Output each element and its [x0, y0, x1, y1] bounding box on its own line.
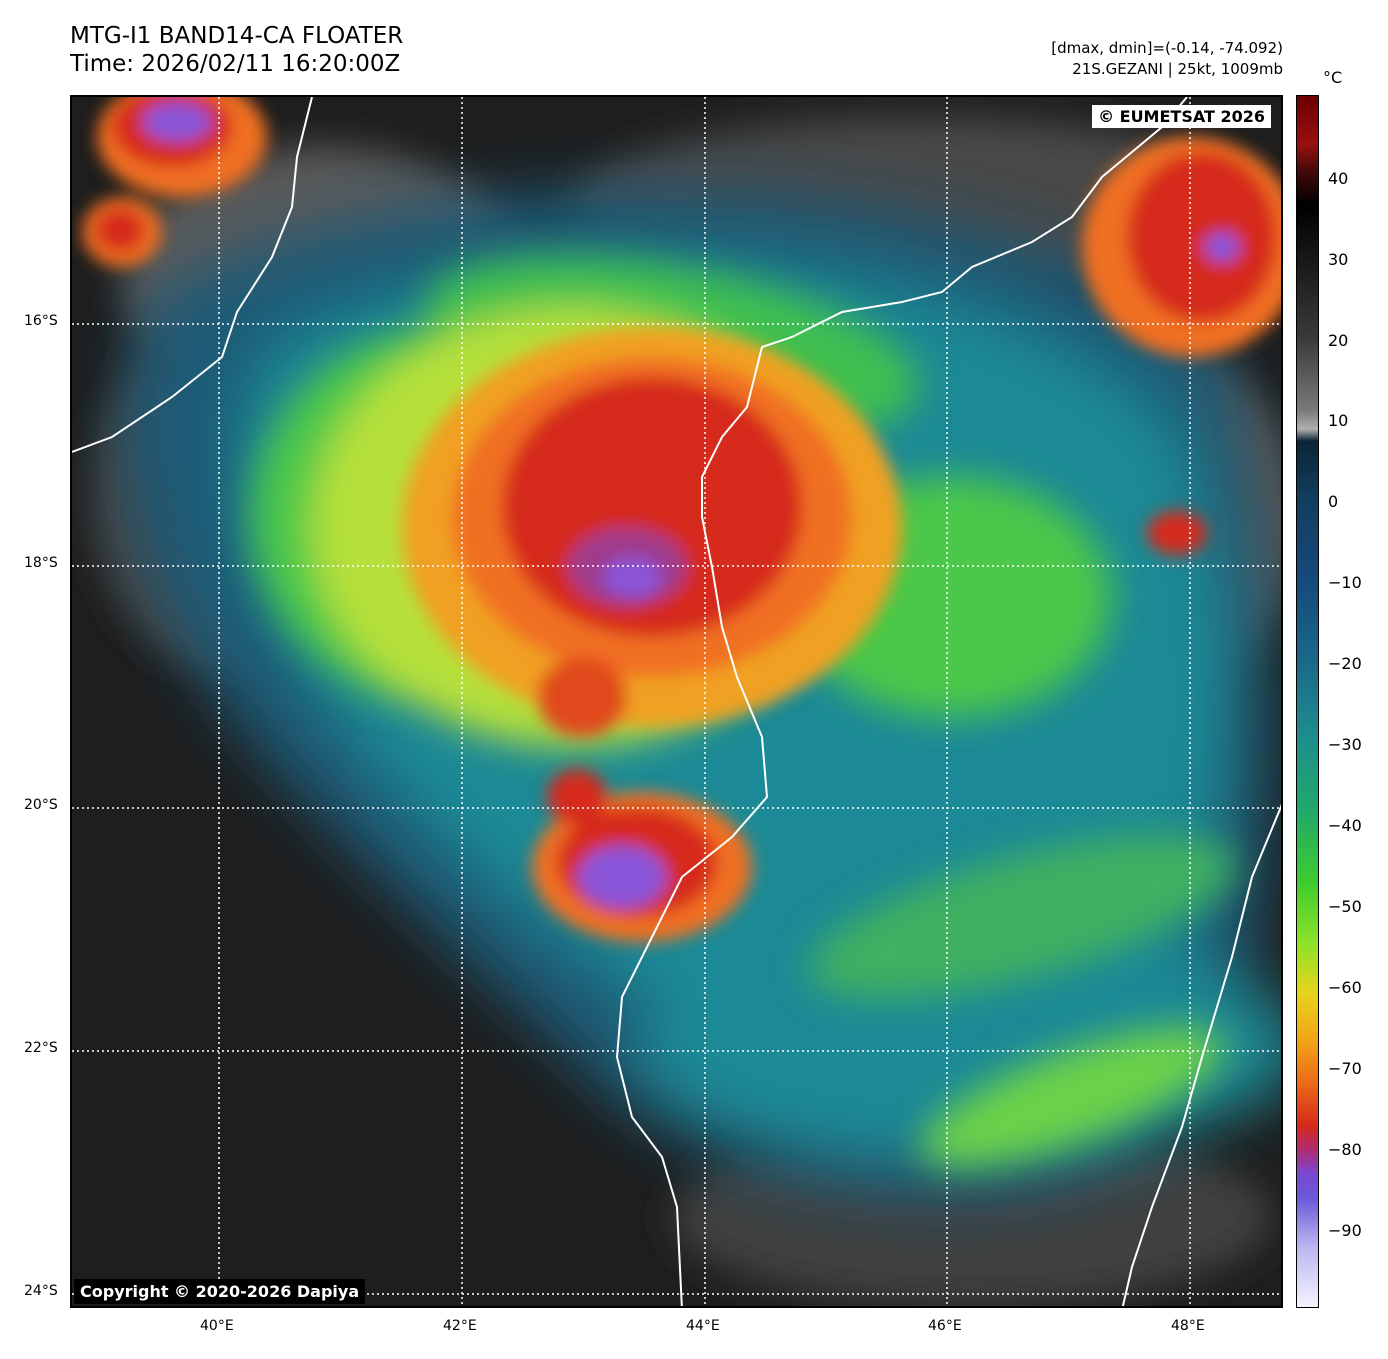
coastlines — [72, 97, 1281, 1306]
colorbar-label-minus70: −70 — [1328, 1059, 1362, 1078]
lat-label-22S: 22°S — [24, 1040, 58, 1056]
lat-label-20S: 20°S — [24, 797, 58, 813]
temperature-colorbar — [1296, 95, 1319, 1308]
colorbar-label-minus90: −90 — [1328, 1221, 1362, 1240]
convective-core — [402, 327, 902, 737]
colorbar-label-minus20: −20 — [1328, 654, 1362, 673]
colorbar-label-minus40: −40 — [1328, 816, 1362, 835]
colorbar-label-10: 10 — [1328, 411, 1349, 430]
eumetsat-copyright: © EUMETSAT 2026 — [1092, 105, 1271, 128]
dapiya-copyright: Copyright © 2020-2026 Dapiya — [74, 1279, 366, 1304]
satellite-imagery — [72, 97, 1281, 1306]
lat-label-18S: 18°S — [24, 555, 58, 571]
storm-id-intensity: 21S.GEZANI | 25kt, 1009mb — [1072, 60, 1283, 78]
colorbar-label-20: 20 — [1328, 331, 1349, 350]
lat-label-24S: 24°S — [24, 1283, 58, 1299]
lon-label-40E: 40°E — [200, 1318, 234, 1334]
storm-info: [dmax, dmin]=(-0.14, -74.092) 21S.GEZANI… — [1051, 38, 1283, 80]
dmax-dmin-readout: [dmax, dmin]=(-0.14, -74.092) — [1051, 39, 1283, 57]
colorbar-label-minus50: −50 — [1328, 897, 1362, 916]
colorbar-label-minus10: −10 — [1328, 573, 1362, 592]
colorbar-label-30: 30 — [1328, 250, 1349, 269]
title-time: Time: 2026/02/11 16:20:00Z — [70, 51, 401, 77]
colorbar-label-0: 0 — [1328, 492, 1339, 511]
colorbar-label-40: 40 — [1328, 169, 1349, 188]
northeast-convective-cell — [1082, 137, 1281, 555]
colorbar-label-minus80: −80 — [1328, 1140, 1362, 1159]
satellite-map: © EUMETSAT 2026 Copyright © 2020-2026 Da… — [70, 95, 1283, 1308]
graticule — [72, 97, 1281, 1306]
lon-label-48E: 48°E — [1171, 1318, 1205, 1334]
title-product: MTG-I1 BAND14-CA FLOATER — [70, 23, 404, 49]
lon-label-42E: 42°E — [443, 1318, 477, 1334]
figure-title: MTG-I1 BAND14-CA FLOATER Time: 2026/02/1… — [70, 22, 403, 78]
lon-label-44E: 44°E — [686, 1318, 720, 1334]
lat-label-16S: 16°S — [24, 313, 58, 329]
colorbar-label-minus30: −30 — [1328, 735, 1362, 754]
colorbar-unit: °C — [1323, 68, 1343, 87]
colorbar-label-minus60: −60 — [1328, 978, 1362, 997]
lon-label-46E: 46°E — [928, 1318, 962, 1334]
northwest-convective-cells — [82, 97, 267, 267]
southern-convective-cell — [532, 769, 752, 942]
